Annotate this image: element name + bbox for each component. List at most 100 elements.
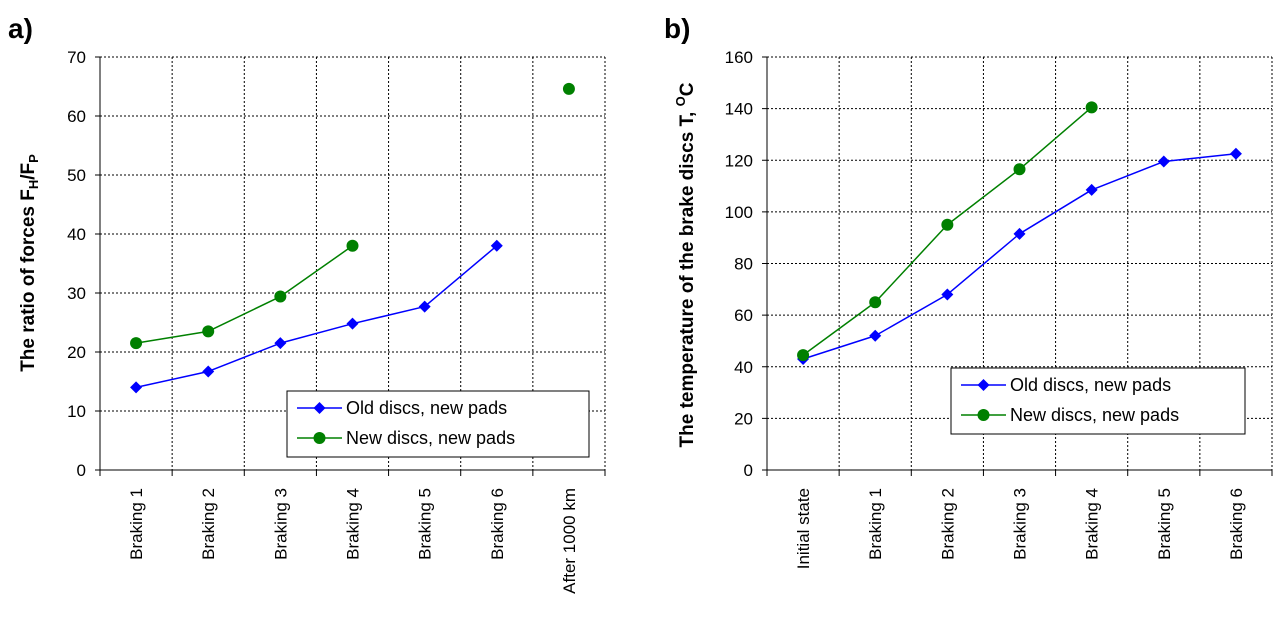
data-point-diamond [490,239,503,252]
y-tick-labels-a: 0 10 20 30 40 50 60 70 [67,48,86,480]
data-point-circle [202,325,215,338]
legend-box [950,367,1246,435]
legend-marker-circle [977,409,990,421]
series-line-segment [135,330,209,344]
series-line-segment [279,245,353,298]
y-axis-label-b: The temperature of the brake discs T, OC [673,82,698,447]
y-tick-label: 10 [67,402,86,421]
y-axis-label-b-sup: O [673,96,688,106]
x-tick-label: Braking 2 [938,488,957,560]
legend-marker-diamond [977,379,990,391]
data-point-diamond [869,329,882,342]
y-tick-label: 20 [734,409,753,428]
data-point-diamond [1157,155,1170,168]
series-new-discs [130,82,575,350]
x-tick-label: Braking 5 [416,488,435,560]
y-tick-label: 0 [77,461,86,480]
series-line-segment [874,224,948,303]
x-tick-label: Braking 1 [127,488,146,560]
y-tick-label: 120 [725,151,753,170]
legend-box [286,390,590,458]
series-old-discs [130,239,503,394]
legend-b: Old discs, new pads New discs, new pads [950,367,1246,435]
data-point-circle [130,337,143,350]
y-tick-label: 160 [725,48,753,67]
series-old-discs [797,147,1242,366]
x-tick-label: Braking 1 [866,488,885,560]
data-point-diamond [346,317,359,330]
data-point-diamond [130,381,143,394]
x-tick-label: Braking 4 [1083,488,1102,560]
y-tick-label: 60 [734,306,753,325]
series-group-b [797,101,1242,366]
x-tick-label: Braking 3 [1011,488,1030,560]
y-axis-label-b-unit: C [677,82,698,96]
y-tick-label: 40 [734,358,753,377]
y-tick-label: 80 [734,255,753,274]
x-tick-labels-b: Initial state Braking 1 Braking 2 Braking 3… [794,488,1246,569]
data-point-circle [1085,101,1098,114]
data-point-circle [274,290,287,303]
data-point-diamond [1085,183,1098,196]
legend-marker-diamond [313,402,326,414]
x-tick-labels-a: Braking 1 Braking 2 Braking 3 Braking 4 Brak… [127,488,579,594]
x-tick-label: Braking 6 [488,488,507,560]
x-tick-label: Braking 5 [1155,488,1174,560]
y-tick-label: 70 [67,48,86,67]
y-tick-label: 0 [744,461,753,480]
y-axis-label-b-main: The temperature of the brake discs T, [677,106,698,447]
series-line-segment [802,335,876,360]
legend-label: Old discs, new pads [1010,375,1171,395]
data-point-circle [1013,163,1026,176]
x-tick-label: Braking 4 [344,488,363,560]
y-tick-label: 40 [67,225,86,244]
y-tick-labels-b: 0 20 40 60 80 100 120 140 160 [725,48,753,480]
series-line-segment [424,245,498,308]
y-tick-label: 140 [725,100,753,119]
panel-label-a: a) [8,13,33,44]
series-line-segment [1019,106,1093,170]
x-tick-label: Braking 2 [199,488,218,560]
series-line-segment [802,301,876,356]
y-tick-label: 50 [67,166,86,185]
series-group-a [130,82,575,394]
data-point-circle [941,218,954,231]
data-point-diamond [1013,227,1026,240]
panel-label-b: b) [664,13,690,44]
data-point-circle [797,349,810,362]
y-tick-label: 100 [725,203,753,222]
y-tick-label: 30 [67,284,86,303]
y-axis-label-a: The ratio of forces FH/FP [18,154,41,372]
data-point-diamond [202,365,215,378]
x-tick-label: After 1000 km [560,488,579,594]
x-tick-label: Braking 6 [1227,488,1246,560]
series-line-segment [207,295,281,333]
y-axis-label-a-mid: /F [18,163,39,180]
series-line-segment [135,370,209,389]
legend-label: New discs, new pads [346,428,515,448]
legend-label: Old discs, new pads [346,398,507,418]
data-point-diamond [941,288,954,301]
series-line-segment [874,293,948,337]
series-line-segment [207,342,281,373]
data-point-diamond [418,300,431,313]
series-line-segment [1091,160,1165,191]
series-line-segment [1019,189,1093,235]
series-line-segment [280,322,353,344]
data-point-circle [562,82,575,95]
chart-panel-b: b) 0 20 40 60 80 100 120 140 160 Initial state Br… [664,13,1273,569]
y-axis-label-a-sub2: P [26,154,41,163]
y-axis-label-a-main: The ratio of forces F [18,189,39,372]
data-point-diamond [1229,147,1242,160]
legend-marker-circle [313,432,326,444]
axes-b [762,56,1273,476]
data-point-circle [869,296,882,309]
y-tick-label: 20 [67,343,86,362]
x-tick-label: Initial state [794,488,813,569]
x-tick-label: Braking 3 [271,488,290,560]
data-point-diamond [274,337,287,350]
legend-a: Old discs, new pads New discs, new pads [286,390,590,458]
legend-label: New discs, new pads [1010,405,1179,425]
